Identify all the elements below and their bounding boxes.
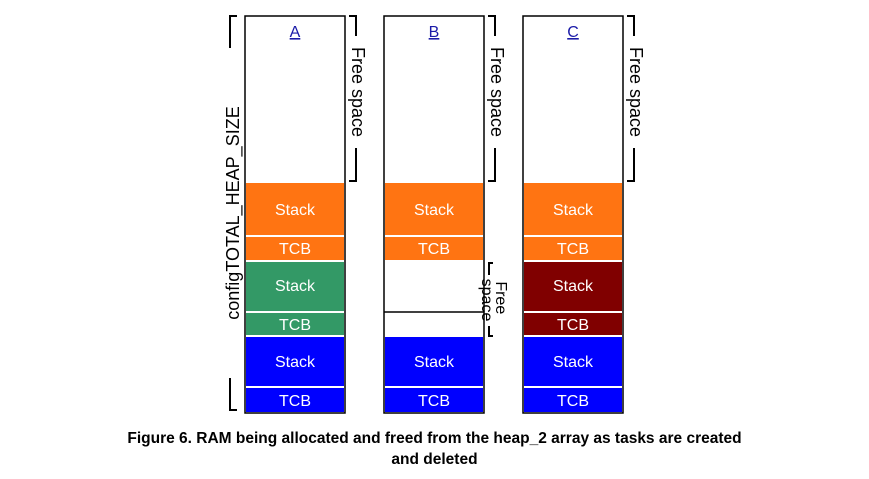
- column-a: A Stack TCB Stack TCB Stack TCB Free spa…: [244, 15, 368, 414]
- tcb-block-a3: [246, 388, 344, 412]
- free-space-small-bracket-b: Free space: [478, 262, 509, 337]
- stack-block-a1: [246, 183, 344, 235]
- column-c: C Stack TCB Stack TCB Stack TCB Free spa…: [522, 15, 646, 414]
- stack-block-a2: [246, 262, 344, 311]
- tcb-label-a3: TCB: [279, 393, 311, 410]
- figure-caption: Figure 6. RAM being allocated and freed …: [0, 428, 869, 470]
- free-space-small-label-b: Free space: [478, 279, 509, 322]
- tcb-block-a1: [246, 237, 344, 260]
- tcb-block-b3: [385, 388, 483, 412]
- heap-diagram: configTOTAL_HEAP_SIZE A Stack TCB Stack …: [223, 15, 646, 414]
- heap-size-bracket: configTOTAL_HEAP_SIZE: [223, 15, 244, 411]
- stack-label-b1: Stack: [414, 202, 455, 219]
- tcb-block-c2: [524, 313, 622, 335]
- tcb-label-a2: TCB: [279, 317, 311, 334]
- tcb-label-c2: TCB: [557, 317, 589, 334]
- stack-label-a1: Stack: [275, 202, 316, 219]
- column-label-a: A: [290, 24, 301, 41]
- tcb-label-b1: TCB: [418, 241, 450, 258]
- column-label-c: C: [567, 24, 579, 41]
- free-space-label-b: Free space: [487, 47, 507, 137]
- tcb-block-a2: [246, 313, 344, 335]
- stack-label-b3: Stack: [414, 354, 455, 371]
- free-space-bracket-b: Free space: [487, 15, 507, 182]
- stack-block-b1: [385, 183, 483, 235]
- tcb-label-c3: TCB: [557, 393, 589, 410]
- stack-block-c3: [524, 337, 622, 386]
- stack-block-c1: [524, 183, 622, 235]
- stack-block-c2: [524, 262, 622, 311]
- stack-block-b3: [385, 337, 483, 386]
- tcb-block-b1: [385, 237, 483, 260]
- tcb-label-c1: TCB: [557, 241, 589, 258]
- stack-label-a3: Stack: [275, 354, 316, 371]
- tcb-label-b3: TCB: [418, 393, 450, 410]
- caption-line-2: and deleted: [391, 451, 478, 468]
- free-space-small-line-2: space: [478, 279, 495, 322]
- free-space-bracket-a: Free space: [348, 15, 368, 182]
- tcb-block-c1: [524, 237, 622, 260]
- stack-label-c3: Stack: [553, 354, 594, 371]
- column-b: B Stack TCB Stack TCB Free space Free sp…: [383, 15, 509, 414]
- stack-block-a3: [246, 337, 344, 386]
- stack-label-c2: Stack: [553, 278, 594, 295]
- tcb-block-c3: [524, 388, 622, 412]
- stack-label-c1: Stack: [553, 202, 594, 219]
- column-label-b: B: [429, 24, 440, 41]
- free-space-label-a: Free space: [348, 47, 368, 137]
- tcb-label-a1: TCB: [279, 241, 311, 258]
- heap-size-label: configTOTAL_HEAP_SIZE: [223, 106, 244, 319]
- caption-line-1: Figure 6. RAM being allocated and freed …: [127, 430, 742, 447]
- free-space-small-line-1: Free: [492, 281, 509, 314]
- free-space-bracket-c: Free space: [626, 15, 646, 182]
- free-space-label-c: Free space: [626, 47, 646, 137]
- stack-label-a2: Stack: [275, 278, 316, 295]
